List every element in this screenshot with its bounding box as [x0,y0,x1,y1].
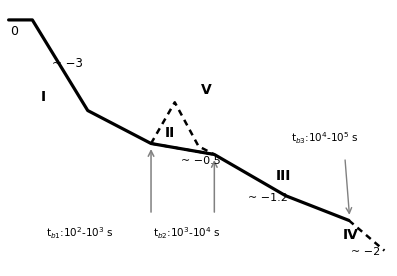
Text: t$_{b2}$:10$^{3}$-10$^{4}$ s: t$_{b2}$:10$^{3}$-10$^{4}$ s [153,225,221,241]
Text: 0: 0 [11,25,19,38]
Text: ~ −0.5: ~ −0.5 [181,156,220,166]
Text: t$_{b1}$:10$^{2}$-10$^{3}$ s: t$_{b1}$:10$^{2}$-10$^{3}$ s [46,225,114,241]
Text: t$_{b3}$:10$^{4}$-10$^{5}$ s: t$_{b3}$:10$^{4}$-10$^{5}$ s [291,130,359,146]
Text: V: V [200,83,211,97]
Text: ~ −2: ~ −2 [351,247,380,257]
Text: II: II [165,126,175,139]
Text: ~ −1.2: ~ −1.2 [248,193,288,203]
Text: I: I [40,90,45,104]
Text: III: III [276,169,291,184]
Text: IV: IV [343,229,359,243]
Text: ~ −3: ~ −3 [52,57,83,70]
